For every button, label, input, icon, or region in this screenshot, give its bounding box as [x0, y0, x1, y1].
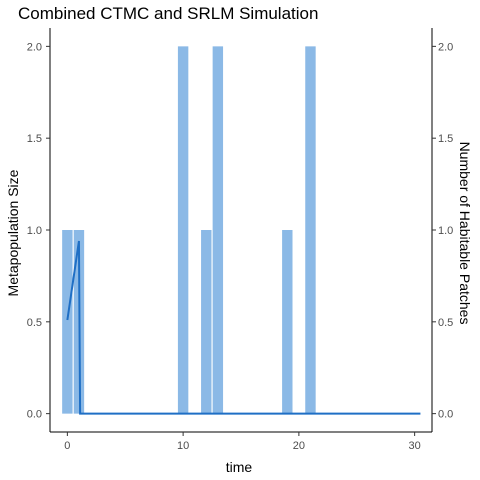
y-tick-label-left: 2.0: [27, 41, 42, 53]
bar: [212, 46, 224, 414]
y-tick-label-right: 1.5: [438, 133, 453, 145]
y-tick-label-right: 2.0: [438, 41, 453, 53]
y-tick-label-right: 1.0: [438, 225, 453, 237]
line-series: [66, 240, 421, 415]
bar: [201, 230, 212, 414]
x-tick-label: 0: [64, 440, 70, 452]
line-layer: [66, 240, 421, 415]
bar: [177, 46, 189, 414]
y-tick-label-right: 0.0: [438, 409, 453, 421]
axes-layer: 0 10 20 30 0.0 0.5 1.0 1.5 2.0 0.0 0.5 1.0 1.5 2.0: [27, 28, 453, 452]
bar: [282, 230, 293, 414]
x-axis-title: time: [226, 459, 253, 475]
y-tick-label-left: 0.0: [27, 409, 42, 421]
y-tick-label-left: 1.5: [27, 133, 42, 145]
chart-title: Combined CTMC and SRLM Simulation: [18, 4, 319, 23]
x-tick-label: 10: [177, 440, 189, 452]
x-tick-label: 20: [293, 440, 305, 452]
y-tick-label-left: 0.5: [27, 317, 42, 329]
bar: [62, 230, 73, 414]
x-tick-label: 30: [409, 440, 421, 452]
bar: [305, 46, 316, 414]
y-tick-label-right: 0.5: [438, 317, 453, 329]
bars-layer: [62, 46, 316, 414]
y-tick-label-left: 1.0: [27, 225, 42, 237]
y-axis-title-left: Metapopulation Size: [5, 169, 21, 296]
y-axis-title-right: Number of Habitable Patches: [457, 142, 473, 325]
